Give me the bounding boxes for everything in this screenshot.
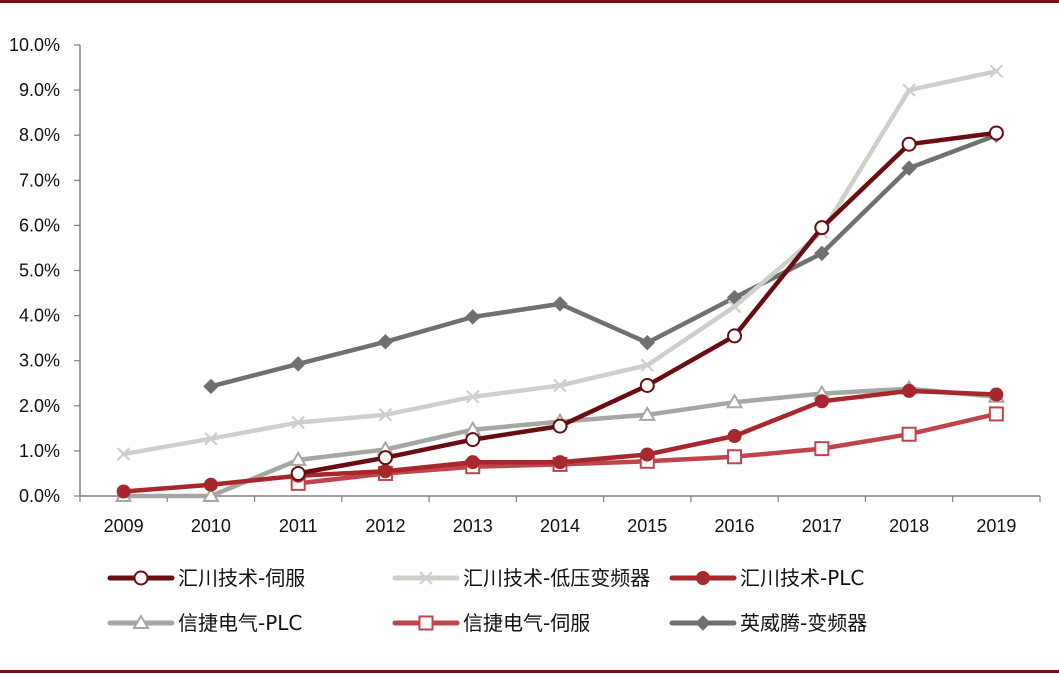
data-point (290, 356, 306, 372)
data-point (203, 477, 218, 492)
y-tick-label: 9.0% (19, 80, 60, 100)
data-point (902, 83, 916, 97)
legend-item: 信捷电气-伺服 (392, 611, 590, 635)
series-1 (116, 64, 1004, 461)
y-tick-label: 5.0% (19, 261, 60, 281)
data-point (378, 464, 393, 479)
legend: 汇川技术-伺服 汇川技术-低压变频器 汇川技术-PLC 信捷电气-PLC 信捷电气-伺服… (107, 566, 867, 635)
data-point (639, 334, 655, 351)
data-point (377, 450, 393, 466)
data-point (203, 378, 219, 395)
data-point (814, 245, 830, 262)
data-point (116, 484, 131, 499)
data-point (814, 441, 830, 457)
data-point (291, 415, 305, 430)
legend-item: 信捷电气-PLC (107, 611, 302, 635)
data-point (202, 487, 220, 502)
data-point (290, 465, 306, 481)
data-point (727, 449, 743, 465)
legend-label: 信捷电气-PLC (178, 611, 302, 635)
data-point (902, 383, 917, 398)
x-tick-label: 2014 (540, 516, 580, 536)
data-point (465, 432, 481, 448)
legend-item: 汇川技术-伺服 (107, 566, 305, 590)
y-tick-label: 6.0% (19, 215, 60, 235)
x-tick-label: 2012 (365, 516, 405, 536)
y-tick-label: 8.0% (19, 125, 60, 145)
data-point (901, 426, 917, 442)
legend-label: 汇川技术-伺服 (178, 566, 305, 590)
legend-marker (418, 615, 434, 631)
data-point (988, 406, 1004, 422)
data-point (640, 447, 655, 462)
data-point (901, 160, 917, 176)
y-tick-label: 7.0% (19, 170, 60, 190)
legend-item: 英威腾-变频器 (669, 611, 867, 635)
legend-item: 汇川技术-PLC (669, 566, 864, 590)
x-tick-label: 2018 (889, 516, 929, 536)
series-0 (290, 125, 1004, 481)
legend-marker (132, 614, 150, 629)
legend-marker (695, 615, 711, 631)
x-tick-label: 2017 (802, 516, 842, 536)
y-tick-label: 10.0% (9, 35, 60, 55)
data-point (988, 125, 1004, 141)
data-point (639, 378, 655, 394)
y-tick-label: 2.0% (19, 396, 60, 416)
x-tick-label: 2013 (453, 516, 493, 536)
data-point (377, 334, 394, 350)
data-point (727, 299, 742, 314)
data-point (989, 387, 1004, 402)
data-point (727, 429, 742, 444)
y-tick-label: 3.0% (19, 351, 60, 371)
data-point (553, 378, 567, 393)
data-point (116, 447, 131, 461)
data-point (465, 309, 481, 325)
data-point (901, 136, 917, 152)
x-tick-label: 2010 (191, 516, 231, 536)
x-tick-label: 2019 (976, 516, 1016, 536)
axes: 0.0% 1.0% 2.0% 3.0% 4.0% 5.0% 6.0% 7.0% 8.0% 9.0%… (9, 35, 1041, 536)
legend-label: 汇川技术-低压变频器 (463, 566, 650, 590)
legend-marker (696, 571, 710, 585)
legend-marker (419, 571, 433, 585)
x-tick-label: 2016 (715, 516, 755, 536)
data-point (727, 328, 743, 344)
series-line (208, 132, 999, 389)
data-point (378, 408, 393, 422)
y-tick-label: 0.0% (19, 486, 60, 506)
x-tick-label: 2015 (627, 516, 667, 536)
data-point (553, 455, 567, 470)
data-point (204, 431, 218, 446)
data-point (552, 296, 568, 312)
data-point (289, 450, 307, 466)
legend-label: 汇川技术-PLC (740, 566, 864, 590)
x-tick-label: 2009 (104, 516, 144, 536)
legend-marker (133, 570, 149, 586)
series-2 (116, 383, 1004, 499)
data-point (814, 220, 830, 236)
legend-label: 信捷电气-伺服 (463, 611, 590, 635)
legend-label: 英威腾-变频器 (740, 611, 867, 635)
data-point (465, 390, 480, 404)
data-point (989, 64, 1004, 78)
data-point (814, 394, 829, 409)
series-layer (114, 64, 1006, 502)
y-tick-label: 1.0% (19, 441, 60, 461)
data-point (552, 418, 568, 434)
data-point (465, 455, 480, 470)
legend-item: 汇川技术-低压变频器 (392, 566, 650, 590)
data-point (725, 393, 744, 409)
data-point (640, 358, 655, 372)
x-tick-label: 2011 (279, 516, 318, 536)
y-tick-label: 4.0% (19, 306, 60, 326)
data-point (638, 405, 657, 421)
